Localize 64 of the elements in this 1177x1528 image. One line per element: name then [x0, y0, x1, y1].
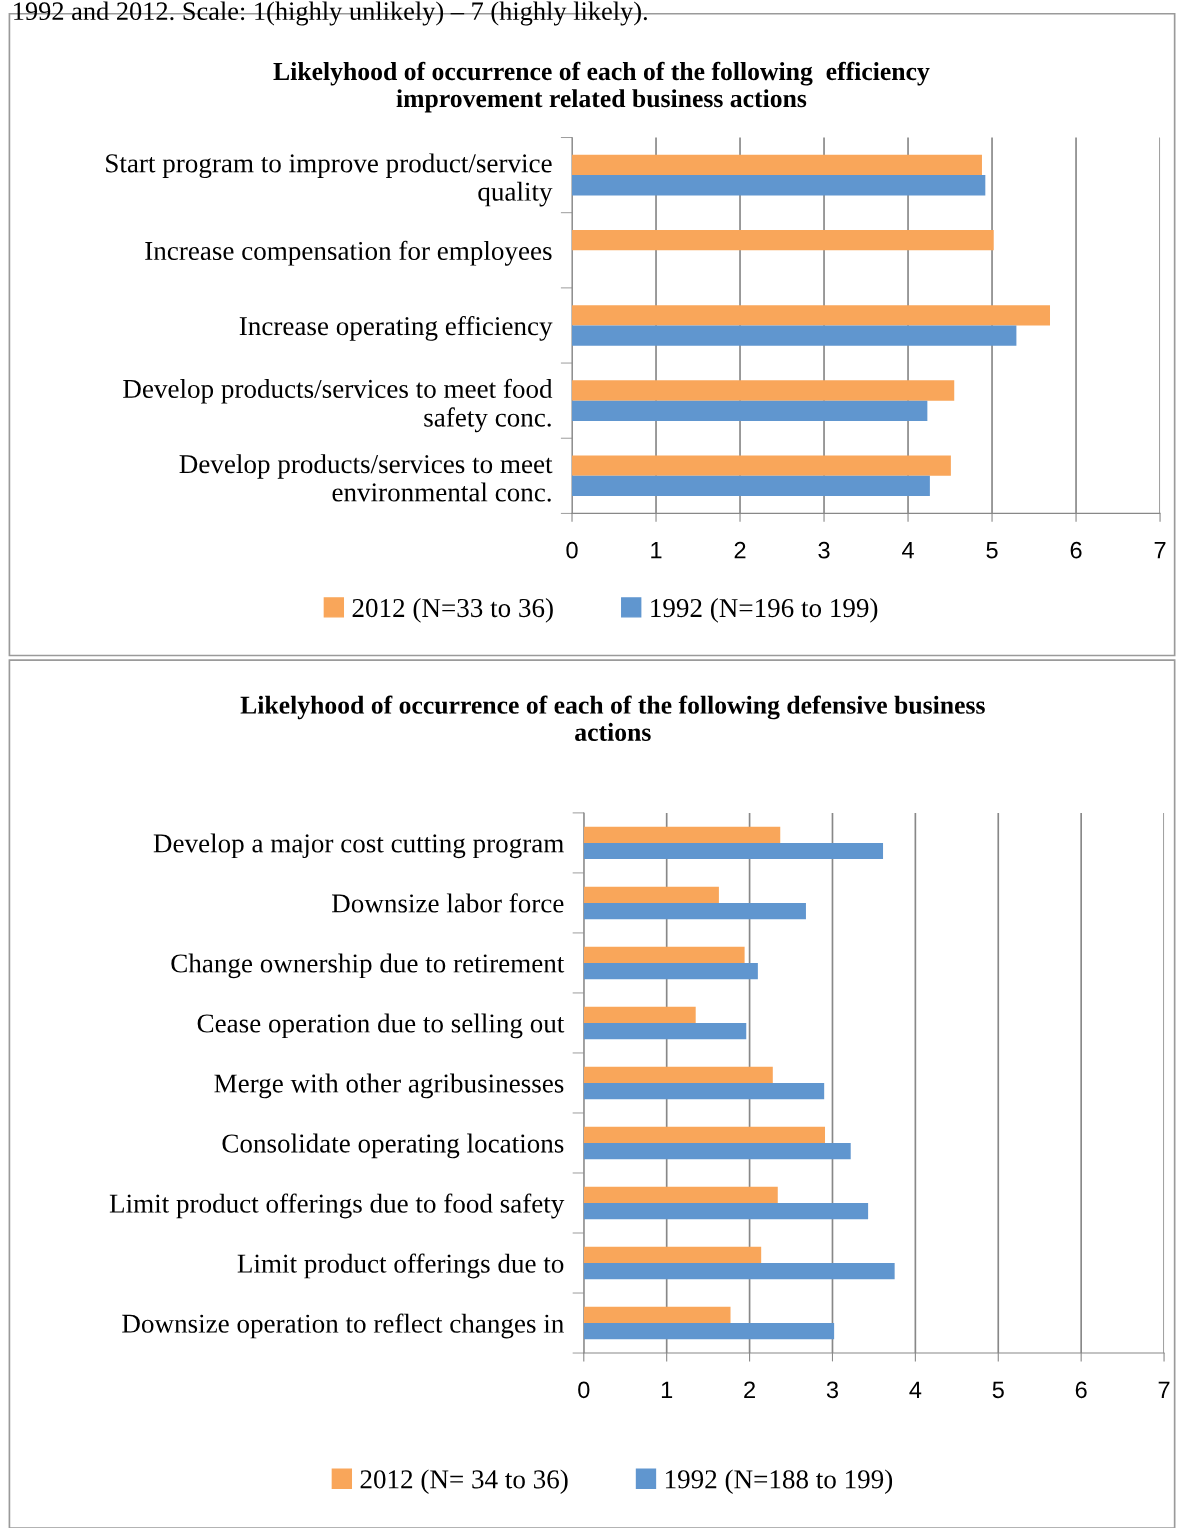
- chart-title: Likelyhood of occurrence of each of the following efficiency improvement related business actions: [273, 61, 930, 113]
- x-tick-label: 3: [818, 541, 830, 559]
- x-tick-label: 7: [1158, 1381, 1170, 1398]
- y-tick-label: Increase compensation for employees: [145, 240, 552, 266]
- bar: [583, 1246, 762, 1264]
- x-tick-label: 4: [902, 542, 914, 559]
- legend-label: 1992 (N=196 to 199): [651, 598, 878, 623]
- y-tick-label: Limit product offerings due to: [237, 1253, 564, 1279]
- x-tick-label: 7: [1154, 542, 1166, 559]
- bar: [583, 1082, 825, 1100]
- x-tick-label: 2: [734, 541, 746, 559]
- bar: [572, 305, 1051, 326]
- y-tick-label: Change ownership due to retirement: [171, 953, 565, 979]
- bar: [583, 1126, 826, 1143]
- y-tick-label: Consolidate operating locations: [222, 1133, 564, 1159]
- y-tick-label: Cease operation due to selling out: [197, 1013, 565, 1039]
- x-tick-label: 3: [826, 1381, 838, 1399]
- x-tick-label: 6: [1070, 541, 1082, 559]
- bar: [572, 380, 955, 401]
- bar: [572, 455, 951, 476]
- bar: [583, 946, 745, 963]
- x-tick-label: 6: [1075, 1381, 1087, 1399]
- bar: [583, 1323, 835, 1340]
- bar: [583, 962, 758, 980]
- bar: [583, 1066, 773, 1083]
- x-tick-label: 5: [986, 542, 998, 559]
- x-tick-label: 4: [909, 1381, 922, 1398]
- bar: [583, 1142, 851, 1160]
- bar: [583, 1022, 747, 1040]
- text: 1992 and 2012. Scale: 1(highly unlikely) – 7 (highly likely).: [14, 1, 647, 26]
- x-tick-label: 0: [578, 1381, 590, 1399]
- legend-label: 1992 (N=188 to 199): [665, 1469, 893, 1494]
- bar: [583, 1306, 731, 1324]
- bar: [572, 175, 986, 196]
- bar: [583, 1006, 696, 1023]
- y-tick-label: Merge with other agribusinesses: [214, 1073, 564, 1099]
- y-tick-label: Develop a major cost cutting program: [153, 833, 564, 859]
- y-tick-label: Limit product offerings due to food safety: [109, 1193, 565, 1219]
- chart-title: Likelyhood of occurrence of each of the following defensive business actions: [240, 695, 985, 741]
- bar: [572, 154, 982, 176]
- bar: [572, 325, 1017, 346]
- bar: [583, 1186, 778, 1203]
- legend-label: 2012 (N= 34 to 36): [360, 1469, 568, 1494]
- bar: [583, 1203, 869, 1220]
- bar: [572, 400, 928, 421]
- y-tick-label: Develop products/services to meet environmental conc.: [179, 454, 553, 502]
- x-tick-label: 1: [651, 542, 662, 559]
- bar: [583, 826, 781, 843]
- x-tick-label: 1: [661, 1381, 673, 1398]
- bar: [572, 475, 930, 497]
- bar: [583, 886, 719, 903]
- y-tick-label: Downsize labor force: [332, 893, 564, 913]
- y-tick-label: Increase operating efficiency: [239, 315, 553, 341]
- y-tick-label: Develop products/services to meet food safety conc.: [123, 378, 553, 433]
- x-tick-label: 2: [744, 1381, 755, 1398]
- legend-label: 2012 (N=33 to 36): [352, 598, 553, 623]
- y-tick-label: Downsize operation to reflect changes in: [122, 1313, 564, 1339]
- bar: [583, 842, 884, 860]
- x-tick-label: 5: [992, 1381, 1004, 1399]
- bar: [572, 229, 994, 251]
- bar: [583, 1263, 895, 1280]
- x-tick-label: 0: [566, 541, 578, 559]
- y-tick-label: Start program to improve product/service quality: [106, 153, 553, 207]
- bar: [583, 902, 806, 920]
